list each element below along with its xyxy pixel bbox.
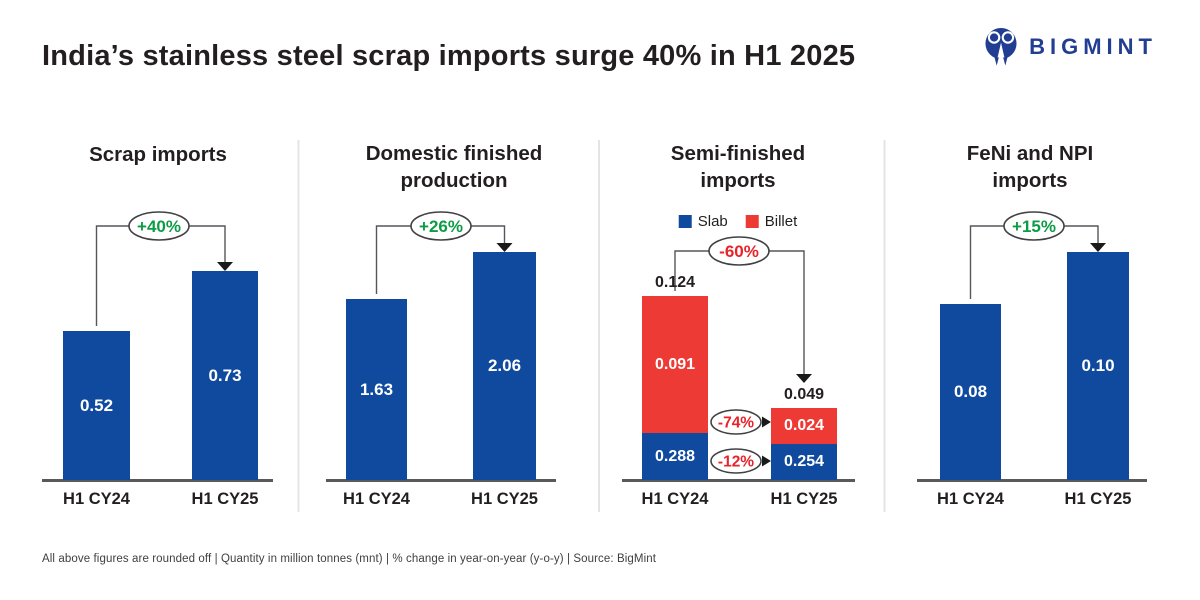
bar-value-label: 1.63 <box>359 379 394 399</box>
panel-title-line: imports <box>700 169 776 192</box>
bar-segment-billet-h1-cy25: 0.024 <box>771 408 837 444</box>
panel-title-line: FeNi and NPI <box>966 142 1094 165</box>
bar-h1-cy24: 0.52 <box>63 331 130 480</box>
bar-value-label: 0.73 <box>208 365 242 385</box>
change-badge-ellipse <box>128 211 190 241</box>
series-change-badge-ellipse-billet <box>710 409 762 435</box>
legend-swatch-slab <box>678 215 692 228</box>
bar-total-label: 0.124 <box>654 274 696 291</box>
series-change-badge-ellipse-slab <box>710 448 762 474</box>
change-badge-label: +40% <box>137 217 181 236</box>
bigmint-logo: BIGMINT <box>982 26 1157 68</box>
panel-title-feni-and-npi-imports: FeNi and NPI imports <box>870 140 1190 194</box>
panel-title-domestic-finished-production: Domestic finished production <box>294 140 614 194</box>
legend-label-slab: Slab <box>697 213 728 230</box>
bar-segment-value-label: 0.288 <box>654 447 696 465</box>
bigmint-logo-icon <box>985 28 1017 66</box>
bar-h1-cy24: 1.63 <box>346 299 407 480</box>
bar-segment-value-label: 0.091 <box>654 355 696 373</box>
category-label-h1-cy24: H1 CY24 <box>63 490 130 508</box>
category-label-h1-cy24: H1 CY24 <box>937 490 1004 508</box>
legend-item-billet: Billet <box>745 213 798 230</box>
category-label-h1-cy24: H1 CY24 <box>343 490 410 508</box>
category-label-h1-cy25: H1 CY25 <box>191 490 259 508</box>
change-badge-label: +26% <box>419 217 463 236</box>
category-label-h1-cy25: H1 CY25 <box>770 490 838 508</box>
change-badge-ellipse <box>708 236 770 266</box>
bar-value-label: 0.10 <box>1081 356 1115 375</box>
bar-total-label: 0.049 <box>783 386 825 403</box>
change-badge-ellipse <box>410 211 472 241</box>
category-label-h1-cy25: H1 CY25 <box>471 490 538 508</box>
arrow-down-icon <box>217 262 233 271</box>
panel-title-semi-finished-imports: Semi-finished imports <box>578 140 898 194</box>
legend: Slab Billet <box>678 213 798 230</box>
bar-segment-billet-h1-cy24: 0.091 <box>642 296 708 433</box>
panel-title-line: Semi-finished <box>670 142 806 165</box>
panel-title-scrap-imports: Scrap imports <box>0 141 318 168</box>
series-change-badge-label-slab: -12% <box>718 454 754 471</box>
arrow-down-icon <box>1090 243 1106 252</box>
bar-h1-cy25: 0.73 <box>192 271 258 480</box>
change-badge-label: -60% <box>719 242 759 261</box>
panel-title-line: imports <box>992 169 1068 192</box>
bigmint-logo-text: BIGMINT <box>1029 34 1157 59</box>
bar-value-label: 0.08 <box>953 382 988 401</box>
bar-h1-cy24: 0.08 <box>940 304 1001 480</box>
arrow-right-icon <box>762 455 771 467</box>
arrow-right-icon <box>762 416 771 428</box>
panel-title-line: production <box>400 169 508 192</box>
bar-segment-slab-h1-cy25: 0.254 <box>771 443 837 480</box>
legend-item-slab: Slab <box>678 213 728 230</box>
change-badge-label: +15% <box>1012 217 1056 236</box>
bar-h1-cy25: 0.10 <box>1067 252 1129 480</box>
series-change-badge-label-billet: -74% <box>718 415 754 432</box>
legend-label-billet: Billet <box>764 213 798 230</box>
footnote: All above figures are rounded off | Quan… <box>42 553 657 565</box>
category-label-h1-cy24: H1 CY24 <box>641 490 709 508</box>
bar-segment-value-label: 0.254 <box>783 452 825 470</box>
change-badge-ellipse <box>1003 211 1065 241</box>
panel-title-line: Scrap imports <box>89 143 227 166</box>
bar-h1-cy25: 2.06 <box>473 252 536 480</box>
legend-swatch-billet <box>745 215 759 228</box>
bar-value-label: 2.06 <box>487 356 522 375</box>
arrow-down-icon <box>796 374 812 383</box>
bar-value-label: 0.52 <box>79 395 114 415</box>
bar-segment-value-label: 0.024 <box>783 416 825 434</box>
page-title: India’s stainless steel scrap imports su… <box>42 40 856 72</box>
arrow-down-icon <box>496 243 513 252</box>
bar-segment-slab-h1-cy24: 0.288 <box>642 433 708 480</box>
category-label-h1-cy25: H1 CY25 <box>1064 490 1132 508</box>
panel-title-line: Domestic finished <box>365 142 543 165</box>
